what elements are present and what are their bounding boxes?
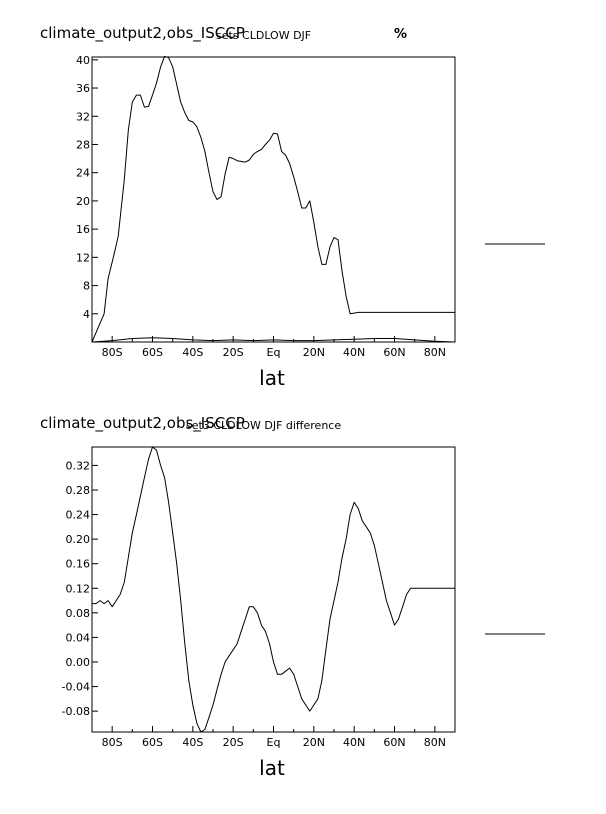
panel-top-x-tick-label: 20N (303, 346, 325, 359)
panel-top-x-tick-label: 60N (383, 346, 405, 359)
panel-top-subtitle: sets CLDLOW DJF (216, 29, 311, 42)
panel-top-title: climate_output2,obs_ISCCP (40, 24, 245, 43)
panel-bottom-y-tick-label: 0.04 (66, 631, 91, 644)
panel-bottom-y-tick-label: 0.12 (66, 582, 91, 595)
panel-bottom-x-tick-label: 60N (383, 736, 405, 749)
panel-bottom-x-tick-label: 80S (102, 736, 123, 749)
panel-top-y-tick-label: 36 (76, 82, 90, 95)
panel-bottom-y-tick-label: 0.32 (66, 459, 91, 472)
panel-bottom-x-tick-label: 20S (223, 736, 244, 749)
panel-bottom-plot-frame (91, 446, 456, 733)
panel-bottom-x-tick-label: 40N (343, 736, 365, 749)
panel-bottom-x-tick-label: 80N (424, 736, 446, 749)
panel-top-x-tick-label: 20S (223, 346, 244, 359)
panel-bottom-y-tick-label: 0.24 (66, 509, 91, 522)
panel-bottom-x-tick-label: 60S (142, 736, 163, 749)
panel-bottom-y-tick-label: 0.28 (66, 484, 91, 497)
panel-bottom-y-tick-label: 0.08 (66, 607, 91, 620)
panel-bottom-series-line-0 (92, 446, 455, 733)
panel-top-series (91, 55, 456, 343)
panel-top-x-tick-label: 60S (142, 346, 163, 359)
panel-top-y-tick-label: 16 (76, 223, 90, 236)
panel-top-y-ticks: 4 8 12 16 20 24 28 32 36 40 (76, 54, 98, 321)
panel-bottom-y-tick-label: 0.16 (66, 558, 91, 571)
panel-top-x-tick-label: 80N (424, 346, 446, 359)
panel-top-y-tick-label: 12 (76, 251, 90, 264)
panel-top-series-line-1 (91, 337, 456, 343)
panel-top-y-tick-label: 28 (76, 138, 90, 151)
panel-bottom-x-tick-label: 40S (182, 736, 203, 749)
panel-bottom-y-tick-label: -0.08 (62, 705, 90, 718)
panel-bottom: climate_output2,obs_ISCCP set3 CLDLOW DJ… (40, 414, 545, 780)
panel-bottom-x-tick-label: 20N (303, 736, 325, 749)
panel-bottom-y-tick-label: 0.20 (66, 533, 91, 546)
panel-top-y-tick-label: 32 (76, 110, 90, 123)
panel-bottom-x-axis-label: lat (259, 756, 285, 780)
panel-top-y-tick-label: 24 (76, 167, 90, 180)
panel-top-plot-frame (91, 56, 456, 343)
panel-bottom-series (92, 446, 455, 733)
panel-bottom-x-tick-label: Eq (267, 736, 281, 749)
panel-top-x-tick-label: 40N (343, 346, 365, 359)
panel-bottom-title: climate_output2,obs_ISCCP (40, 414, 245, 433)
panel-bottom-y-ticks: -0.08 -0.04 0.00 0.04 0.08 0.12 0.16 0.20 0.24 0.… (62, 459, 98, 718)
panel-top-y-tick-label: 8 (83, 280, 90, 293)
panel-top-x-tick-label: 80S (102, 346, 123, 359)
panel-top-series-line-0 (91, 55, 455, 343)
panel-top-x-tick-label: 40S (182, 346, 203, 359)
panel-top-x-tick-label: Eq (267, 346, 281, 359)
panel-bottom-y-tick-label: 0.00 (66, 656, 91, 669)
panel-top-units: % (394, 27, 407, 42)
panel-bottom-subtitle: set3 CLDLOW DJF difference (186, 419, 341, 432)
panel-top: climate_output2,obs_ISCCP sets CLDLOW DJ… (40, 24, 545, 390)
panel-top-x-axis-label: lat (259, 366, 285, 390)
panel-bottom-x-ticks: 80S 60S 40S 20S Eq 20N 40N 60N 80N (91, 726, 456, 749)
panel-top-y-tick-label: 4 (83, 308, 90, 321)
panel-bottom-y-tick-label: -0.04 (62, 681, 90, 694)
panel-top-y-tick-label: 40 (76, 54, 90, 67)
panel-top-y-tick-label: 20 (76, 195, 90, 208)
